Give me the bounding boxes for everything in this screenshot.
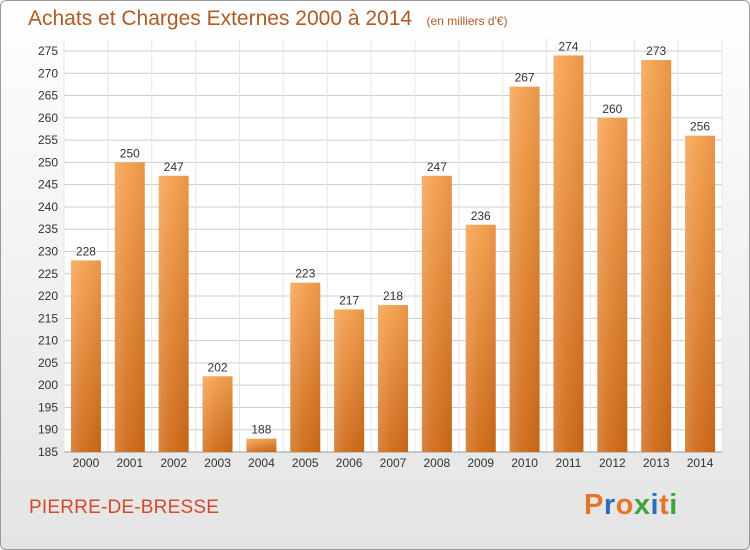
x-tick-label: 2007 <box>380 456 407 470</box>
value-label: 217 <box>339 293 359 307</box>
x-tick-label: 2010 <box>511 456 538 470</box>
x-tick-label: 2000 <box>73 456 100 470</box>
value-label: 188 <box>251 423 271 437</box>
y-tick-label: 265 <box>38 89 58 103</box>
y-tick-label: 205 <box>38 356 58 370</box>
y-tick-label: 210 <box>38 334 58 348</box>
y-tick-label: 245 <box>38 178 58 192</box>
logo-letter: r <box>603 489 616 521</box>
y-tick-label: 190 <box>38 423 58 437</box>
value-label: 267 <box>515 71 535 85</box>
logo-letter: o <box>615 489 634 521</box>
bar-shine <box>290 282 321 452</box>
value-label: 247 <box>164 160 184 174</box>
value-label: 228 <box>76 244 96 258</box>
value-label: 223 <box>295 267 315 281</box>
logo-letter: P <box>584 489 604 521</box>
x-tick-label: 2006 <box>336 456 363 470</box>
x-tick-label: 2013 <box>643 456 670 470</box>
bar-shine <box>334 309 365 452</box>
value-label: 273 <box>646 44 666 58</box>
bar-shine <box>597 117 628 452</box>
bar-shine <box>553 55 584 452</box>
bar-shine <box>509 86 540 453</box>
bar-shine <box>202 376 233 452</box>
bar-shine <box>158 175 189 452</box>
x-tick-label: 2009 <box>467 456 494 470</box>
commune-name: PIERRE-DE-BRESSE <box>29 497 220 518</box>
value-label: 236 <box>471 209 491 223</box>
y-tick-label: 260 <box>38 111 58 125</box>
bar-shine <box>70 260 101 452</box>
bars <box>70 55 716 453</box>
y-tick-label: 215 <box>38 311 58 325</box>
x-tick-label: 2008 <box>424 456 451 470</box>
bar-shine <box>378 304 408 452</box>
value-label: 202 <box>208 360 228 374</box>
value-label: 218 <box>383 289 403 303</box>
x-tick-label: 2014 <box>687 456 714 470</box>
x-tick-label: 2002 <box>160 456 187 470</box>
x-tick-label: 2001 <box>116 456 143 470</box>
value-label: 247 <box>427 160 447 174</box>
value-labels: 228 250 247 202 188 223 217 218 247 236 267 274 260 2… <box>76 39 710 436</box>
y-tick-label: 195 <box>38 400 58 414</box>
y-tick-label: 220 <box>38 289 58 303</box>
x-tick-label: 2004 <box>248 456 275 470</box>
bar-shine <box>641 59 672 453</box>
y-tick-label: 270 <box>38 66 58 80</box>
value-label: 256 <box>690 120 710 134</box>
y-tick-label: 255 <box>38 133 58 147</box>
y-tick-label: 275 <box>38 44 58 58</box>
y-axis-ticks: 185 190 195 200 205 210 215 220 225 230 235 240 245 2… <box>38 44 58 459</box>
y-tick-label: 230 <box>38 245 58 259</box>
chart-title: Achats et Charges Externes 2000 à 2014 <box>28 7 413 30</box>
value-label: 274 <box>558 39 578 53</box>
logo-letter: t <box>659 489 670 521</box>
value-label: 250 <box>120 146 140 160</box>
x-tick-label: 2012 <box>599 456 626 470</box>
bar-shine <box>685 135 716 452</box>
y-tick-label: 200 <box>38 378 58 392</box>
bar-shine <box>114 162 145 452</box>
x-tick-label: 2011 <box>556 456 582 470</box>
x-axis-ticks: 2000 2001 2002 2003 2004 2005 2006 2007 2008 2009… <box>73 456 714 470</box>
chart-unit: (en milliers d'€) <box>426 14 508 28</box>
bar-shine <box>465 224 496 452</box>
y-tick-label: 240 <box>38 200 58 214</box>
x-tick-label: 2005 <box>292 456 319 470</box>
y-tick-label: 225 <box>38 267 58 281</box>
x-tick-label: 2003 <box>204 456 231 470</box>
y-tick-label: 185 <box>38 445 58 459</box>
logo-letter: i <box>650 489 660 521</box>
bar-shine <box>421 175 452 452</box>
value-label: 260 <box>602 102 622 116</box>
bar-shine <box>246 438 277 452</box>
title-row: Achats et Charges Externes 2000 à 2014 (… <box>28 7 508 31</box>
y-tick-label: 235 <box>38 222 58 236</box>
logo-letter: x <box>633 489 651 521</box>
proxiti-logo[interactable]: Proxiti <box>584 489 678 522</box>
y-tick-label: 250 <box>38 155 58 169</box>
logo-letter: i <box>669 489 678 521</box>
